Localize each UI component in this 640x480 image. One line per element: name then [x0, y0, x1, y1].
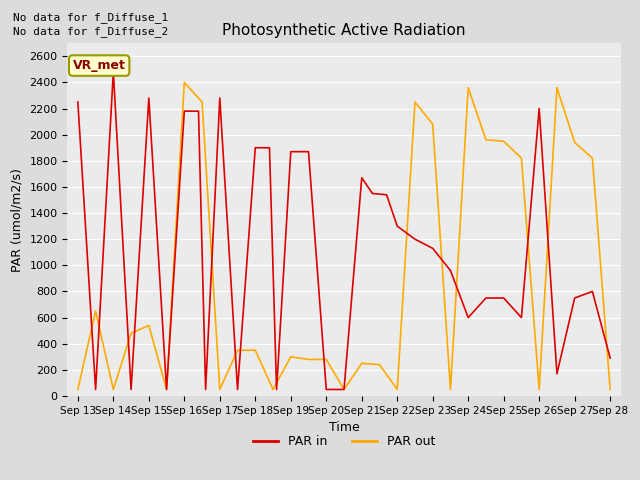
PAR in: [535, 106, 543, 111]
Text: No data for f_Diffuse_1: No data for f_Diffuse_1: [13, 12, 168, 23]
PAR in: [323, 386, 330, 392]
PAR out: [589, 156, 596, 161]
PAR out: [216, 386, 223, 392]
PAR out: [358, 360, 365, 366]
PAR in: [305, 149, 312, 155]
PAR in: [447, 268, 454, 274]
PAR in: [358, 175, 365, 180]
PAR out: [447, 386, 454, 392]
PAR in: [287, 149, 294, 155]
PAR out: [482, 137, 490, 143]
PAR out: [269, 386, 277, 392]
PAR out: [234, 348, 241, 353]
PAR out: [163, 386, 170, 392]
PAR out: [92, 308, 99, 314]
PAR in: [163, 386, 170, 392]
PAR in: [429, 245, 436, 251]
Line: PAR out: PAR out: [78, 83, 610, 389]
PAR out: [394, 386, 401, 392]
PAR out: [429, 121, 436, 127]
PAR in: [202, 386, 209, 392]
PAR in: [553, 371, 561, 377]
PAR in: [369, 191, 376, 196]
PAR in: [195, 108, 202, 114]
PAR in: [109, 69, 117, 75]
PAR in: [180, 108, 188, 114]
PAR out: [606, 386, 614, 392]
PAR in: [518, 315, 525, 321]
PAR in: [273, 386, 280, 392]
PAR in: [465, 315, 472, 321]
PAR out: [340, 386, 348, 392]
PAR in: [482, 295, 490, 301]
PAR out: [198, 99, 206, 105]
Legend: PAR in, PAR out: PAR in, PAR out: [248, 430, 440, 453]
PAR out: [500, 138, 508, 144]
PAR in: [571, 295, 579, 301]
PAR in: [340, 386, 348, 392]
PAR out: [553, 85, 561, 91]
Text: VR_met: VR_met: [73, 59, 125, 72]
PAR out: [323, 357, 330, 362]
PAR in: [500, 295, 508, 301]
PAR out: [571, 140, 579, 145]
PAR in: [383, 192, 390, 198]
PAR in: [411, 236, 419, 242]
PAR in: [92, 386, 99, 392]
X-axis label: Time: Time: [328, 421, 360, 434]
PAR in: [74, 99, 82, 105]
PAR out: [287, 354, 294, 360]
PAR out: [518, 156, 525, 161]
PAR out: [376, 362, 383, 368]
PAR in: [127, 386, 135, 392]
PAR out: [180, 80, 188, 85]
PAR out: [127, 330, 135, 336]
Title: Photosynthetic Active Radiation: Photosynthetic Active Radiation: [222, 23, 466, 38]
PAR in: [394, 223, 401, 229]
PAR in: [216, 95, 223, 101]
Text: No data for f_Diffuse_2: No data for f_Diffuse_2: [13, 26, 168, 37]
PAR in: [266, 145, 273, 151]
PAR out: [109, 386, 117, 392]
PAR out: [411, 99, 419, 105]
PAR in: [234, 386, 241, 392]
PAR out: [74, 386, 82, 392]
PAR out: [252, 348, 259, 353]
Line: PAR in: PAR in: [78, 72, 610, 389]
PAR out: [535, 386, 543, 392]
PAR out: [305, 357, 312, 362]
PAR out: [145, 323, 153, 328]
PAR in: [589, 288, 596, 294]
PAR out: [465, 85, 472, 91]
Y-axis label: PAR (umol/m2/s): PAR (umol/m2/s): [11, 168, 24, 272]
PAR in: [606, 355, 614, 361]
PAR in: [252, 145, 259, 151]
PAR in: [145, 95, 153, 101]
